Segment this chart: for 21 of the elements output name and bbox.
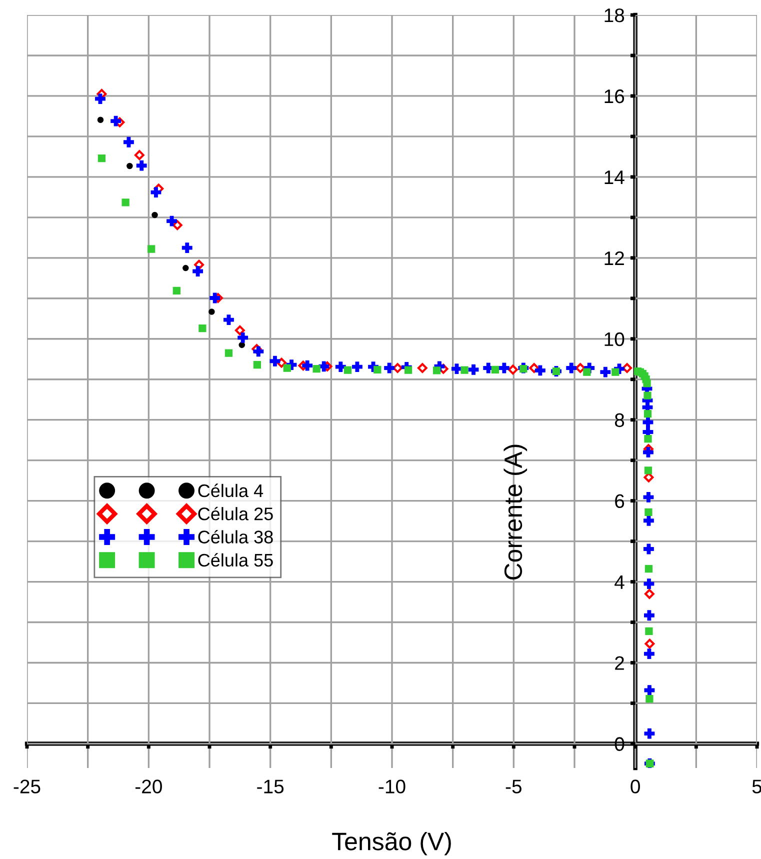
x-tick-label: 0 — [630, 780, 640, 794]
y-tick-label: 10 — [604, 332, 624, 346]
x-tick-label: -25 — [14, 780, 40, 794]
x-tick-label: -15 — [257, 780, 284, 794]
y-tick-label: 14 — [604, 170, 624, 184]
x-tick-label: -5 — [506, 780, 522, 794]
y-tick-label: 4 — [614, 575, 624, 589]
y-tick-label: 2 — [615, 656, 624, 670]
y-tick-label: 12 — [604, 251, 624, 265]
legend-label: Célula 55 — [198, 553, 273, 567]
legend-label: Célula 38 — [198, 530, 273, 544]
y-axis-title: Corrente (A) — [504, 444, 528, 580]
y-tick-label: 6 — [615, 494, 624, 508]
y-tick-label: 16 — [604, 89, 624, 104]
x-axis-title: Tensão (V) — [332, 832, 451, 856]
legend-label: Célula 25 — [198, 506, 273, 520]
x-tick-label: -20 — [135, 780, 162, 794]
legend-label: Célula 4 — [198, 484, 264, 498]
y-tick-label: 18 — [604, 8, 624, 22]
x-tick-label: -10 — [378, 780, 406, 794]
y-tick-label: 8 — [614, 413, 624, 428]
